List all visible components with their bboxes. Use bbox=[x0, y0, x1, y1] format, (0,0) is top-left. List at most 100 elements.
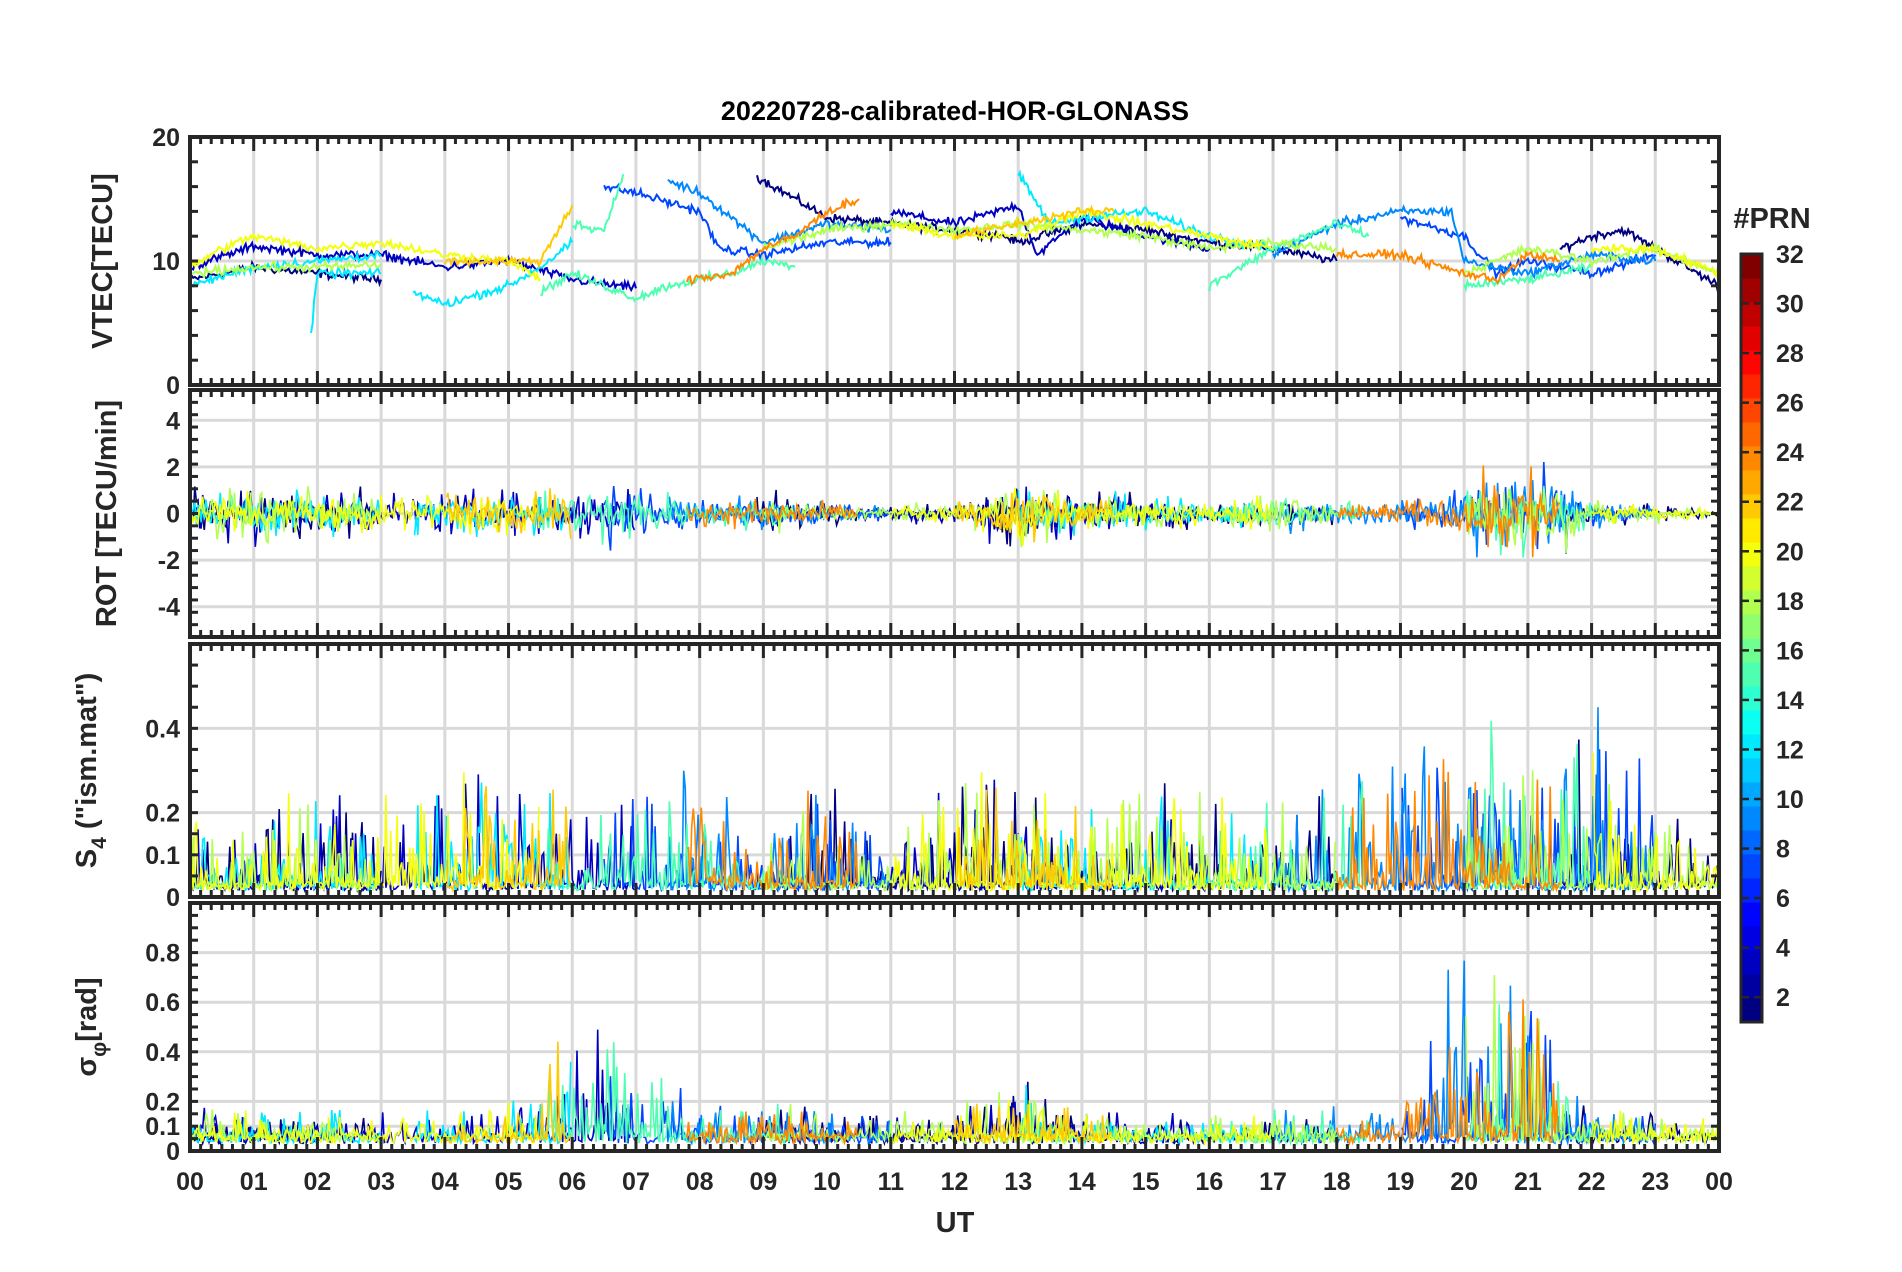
colorbar-tick-label: 26 bbox=[1776, 390, 1804, 418]
y-tick-label: 0 bbox=[166, 501, 180, 529]
x-axis-label: UT bbox=[936, 1207, 975, 1239]
panel-rot: -4 -2 0 2 4 ROT [TECU/min] bbox=[91, 388, 1721, 639]
colorbar-band bbox=[1741, 542, 1762, 567]
x-tick-label: 20 bbox=[1450, 1168, 1478, 1196]
y-tick-label: 20 bbox=[152, 124, 180, 152]
x-tick-label: 08 bbox=[686, 1168, 714, 1196]
x-tick-label: 19 bbox=[1387, 1168, 1415, 1196]
colorbar-band bbox=[1741, 974, 1762, 999]
sigma-line-prn-9 bbox=[1272, 960, 1657, 1146]
x-tick-label: 21 bbox=[1514, 1168, 1542, 1196]
sigma-line-prn-15 bbox=[539, 1042, 795, 1146]
colorbar-tick-label: 22 bbox=[1776, 489, 1804, 517]
x-tick-label: 22 bbox=[1578, 1168, 1606, 1196]
series-lines bbox=[190, 960, 1719, 1147]
vtec-line-prn-20 bbox=[889, 208, 1274, 253]
colorbar-band bbox=[1741, 518, 1762, 543]
colorbar-band bbox=[1741, 662, 1762, 687]
colorbar-band bbox=[1741, 734, 1762, 759]
vtec-line-prn-20 bbox=[190, 232, 541, 282]
series-lines bbox=[190, 169, 1719, 334]
vtec-line-prn-22 bbox=[953, 204, 1115, 241]
colorbar-band bbox=[1741, 614, 1762, 639]
colorbar-band bbox=[1741, 398, 1762, 423]
y-tick-label: 0.2 bbox=[145, 1088, 180, 1116]
x-tick-label: 15 bbox=[1132, 1168, 1160, 1196]
x-tick-label: 14 bbox=[1068, 1168, 1096, 1196]
colorbar-tick-label: 12 bbox=[1776, 736, 1804, 764]
vtec-line-prn-22 bbox=[443, 204, 574, 269]
colorbar-band bbox=[1741, 494, 1762, 519]
s4-line-prn-24 bbox=[686, 790, 859, 893]
x-tick-label: 00 bbox=[1705, 1168, 1733, 1196]
x-tick-label: 11 bbox=[878, 1168, 905, 1196]
sigma-line-prn-20 bbox=[190, 1101, 540, 1147]
x-tick-label: 18 bbox=[1323, 1168, 1351, 1196]
x-tick-label: 12 bbox=[941, 1168, 969, 1196]
y-tick-label: 10 bbox=[152, 248, 180, 276]
y-tick-label: 0.8 bbox=[145, 940, 180, 968]
x-tick-label: 05 bbox=[495, 1168, 523, 1196]
s4-line-prn-15 bbox=[539, 801, 795, 893]
rot-line-prn-18 bbox=[762, 489, 1336, 548]
colorbar-tick-label: 32 bbox=[1776, 241, 1804, 269]
colorbar-band bbox=[1741, 878, 1762, 903]
x-tick-label: 23 bbox=[1641, 1168, 1669, 1196]
x-tick-label: 10 bbox=[813, 1168, 841, 1196]
rot-line-prn-20 bbox=[1592, 503, 1719, 525]
vtec-line-prn-12 bbox=[412, 235, 574, 308]
colorbar-band bbox=[1741, 926, 1762, 951]
y-axis-label-s4: S4 ("ism.mat") bbox=[71, 673, 111, 869]
y-axis-label-sigma: σφ[rad] bbox=[71, 977, 111, 1076]
rot-line-prn-24 bbox=[686, 498, 858, 530]
x-tick-labels: 00 01 02 03 04 05 06 07 08 09 10 11 12 13 14 15 16 17 18 19… bbox=[176, 1168, 1733, 1196]
colorbar-band bbox=[1741, 686, 1762, 711]
y-tick-label: 0.4 bbox=[145, 715, 180, 743]
colorbar-tick-label: 14 bbox=[1776, 687, 1804, 715]
x-tick-label: 17 bbox=[1259, 1168, 1287, 1196]
y-tick-label: 0 bbox=[166, 372, 180, 400]
vtec-line-prn-15 bbox=[571, 173, 625, 235]
series-lines bbox=[190, 461, 1719, 558]
vtec-line-prn-18 bbox=[190, 258, 382, 279]
sigma-line-prn-18 bbox=[1465, 975, 1719, 1147]
y-tick-label: 0.6 bbox=[145, 989, 180, 1017]
x-tick-label: 16 bbox=[1195, 1168, 1223, 1196]
y-label-main: σ bbox=[71, 1057, 103, 1077]
vtec-line-prn-15 bbox=[1463, 261, 1593, 293]
colorbar-tick-label: 10 bbox=[1776, 786, 1804, 814]
colorbar-tick-label: 4 bbox=[1776, 935, 1790, 963]
x-tick-label: 02 bbox=[304, 1168, 332, 1196]
colorbar-band bbox=[1741, 446, 1762, 471]
y-tick-label: 0.4 bbox=[145, 1039, 180, 1067]
s4-line-prn-20 bbox=[1592, 752, 1719, 894]
colorbar-band bbox=[1741, 590, 1762, 615]
y-label-sub: 4 bbox=[88, 837, 111, 849]
sigma-line-prn-22 bbox=[445, 1041, 572, 1146]
vtec-line-prn-24 bbox=[1335, 246, 1560, 285]
y-label-rest: [rad] bbox=[71, 977, 103, 1041]
colorbar-tick-label: 18 bbox=[1776, 588, 1804, 616]
y-tick-label: 0.2 bbox=[145, 800, 180, 828]
y-axis-label-vtec: VTEC[TECU] bbox=[87, 173, 119, 349]
colorbar-band bbox=[1741, 374, 1762, 399]
panel-s4: 0 0.1 0.2 0.4 S4 ("ism.mat") bbox=[71, 642, 1721, 912]
y-label-main: S bbox=[71, 849, 103, 868]
s4-line-prn-24 bbox=[1336, 759, 1561, 893]
vtec-line-prn-15 bbox=[540, 254, 796, 303]
colorbar-band bbox=[1741, 422, 1762, 447]
rot-line-prn-22 bbox=[953, 492, 1113, 543]
vtec-line-prn-3 bbox=[190, 240, 637, 293]
y-tick-label: 0 bbox=[166, 1138, 180, 1166]
vtec-line-prn-7 bbox=[1399, 216, 1657, 282]
sigma-line-prn-24 bbox=[1336, 999, 1561, 1147]
y-tick-label: 0 bbox=[166, 884, 180, 912]
colorbar-band bbox=[1741, 758, 1762, 783]
vtec-line-prn-18 bbox=[762, 215, 1338, 255]
sigma-line-prn-24 bbox=[686, 1111, 859, 1146]
y-tick-label: -4 bbox=[158, 594, 180, 622]
x-tick-label: 06 bbox=[558, 1168, 586, 1196]
colorbar-band bbox=[1741, 470, 1762, 495]
